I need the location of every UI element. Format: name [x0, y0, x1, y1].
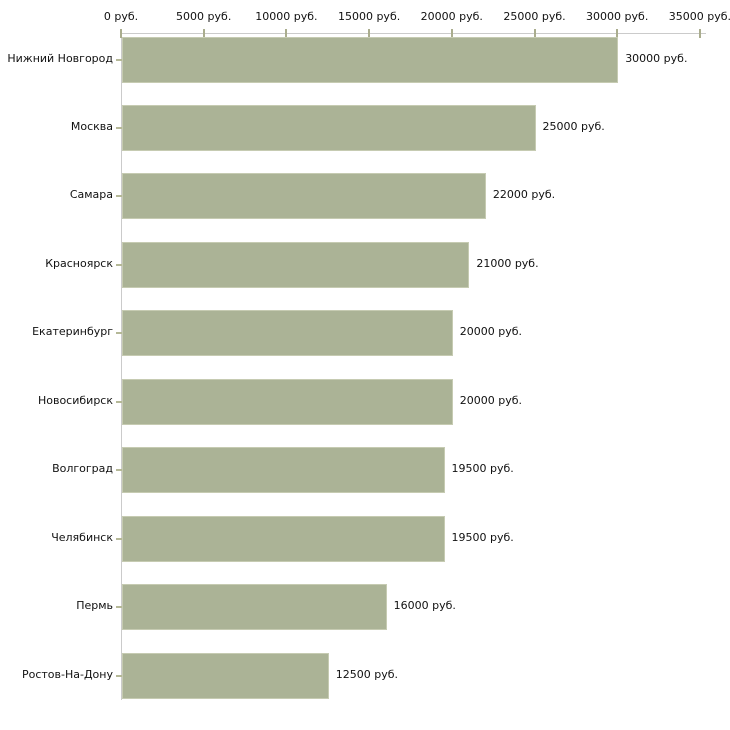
bar	[122, 378, 453, 425]
x-tick-label: 30000 руб.	[586, 10, 649, 23]
value-label: 21000 руб.	[476, 256, 539, 270]
y-tick-mark	[116, 400, 122, 403]
category-label: Новосибирск	[37, 393, 113, 407]
category-label: Нижний Новгород	[7, 51, 113, 65]
y-tick-mark	[116, 58, 122, 61]
y-tick-mark	[116, 469, 122, 472]
x-tick-label: 20000 руб.	[420, 10, 483, 23]
x-axis-line	[121, 33, 706, 34]
value-label: 16000 руб.	[393, 599, 456, 613]
x-tick-label: 5000 руб.	[176, 10, 232, 23]
x-tick-mark	[202, 29, 205, 38]
value-label: 12500 руб.	[335, 667, 399, 681]
category-label: Москва	[70, 119, 113, 133]
y-tick-mark	[116, 674, 122, 677]
bar	[122, 652, 329, 699]
x-tick-label: 0 руб.	[103, 10, 139, 23]
bar	[122, 584, 387, 631]
bar	[122, 310, 453, 357]
x-tick-mark	[285, 29, 288, 38]
value-label: 25000 руб.	[542, 119, 605, 133]
category-label: Челябинск	[51, 530, 113, 544]
x-tick-label: 15000 руб.	[337, 10, 401, 23]
value-label: 30000 руб.	[625, 51, 688, 65]
bar	[122, 104, 536, 151]
y-axis-line	[121, 33, 122, 700]
y-tick-mark	[116, 263, 122, 266]
bar	[122, 447, 445, 494]
bar	[122, 241, 470, 288]
value-label: 20000 руб.	[459, 393, 523, 407]
y-tick-mark	[116, 537, 122, 540]
x-tick-mark	[616, 29, 619, 38]
value-label: 19500 руб.	[451, 462, 514, 476]
category-label: Пермь	[76, 599, 113, 613]
plot-area: 0 руб. 5000 руб. 10000 руб. 15000 руб. 20000…	[7, 10, 730, 700]
value-label: 20000 руб.	[459, 325, 523, 339]
y-tick-mark	[116, 332, 122, 335]
category-label: Ростов-На-Дону	[21, 667, 113, 681]
category-label: Екатеринбург	[32, 325, 113, 339]
x-tick-label: 35000 руб.	[668, 10, 730, 23]
category-label: Красноярск	[45, 256, 113, 270]
x-tick-mark	[368, 29, 371, 38]
y-tick-mark	[116, 195, 122, 198]
x-tick-mark	[698, 29, 701, 38]
category-label: Волгоград	[52, 462, 113, 476]
value-label: 19500 руб.	[451, 530, 514, 544]
bar	[122, 173, 486, 220]
category-label: Самара	[69, 188, 113, 202]
x-tick-label: 10000 руб.	[255, 10, 318, 23]
bar	[122, 36, 619, 83]
x-tick-label: 25000 руб.	[503, 10, 566, 23]
x-tick-mark	[533, 29, 536, 38]
value-label: 22000 руб.	[492, 188, 556, 202]
bar	[122, 515, 445, 562]
x-tick-mark	[120, 29, 122, 38]
y-tick-mark	[116, 126, 122, 129]
x-tick-mark	[450, 29, 453, 38]
y-tick-mark	[116, 606, 122, 609]
